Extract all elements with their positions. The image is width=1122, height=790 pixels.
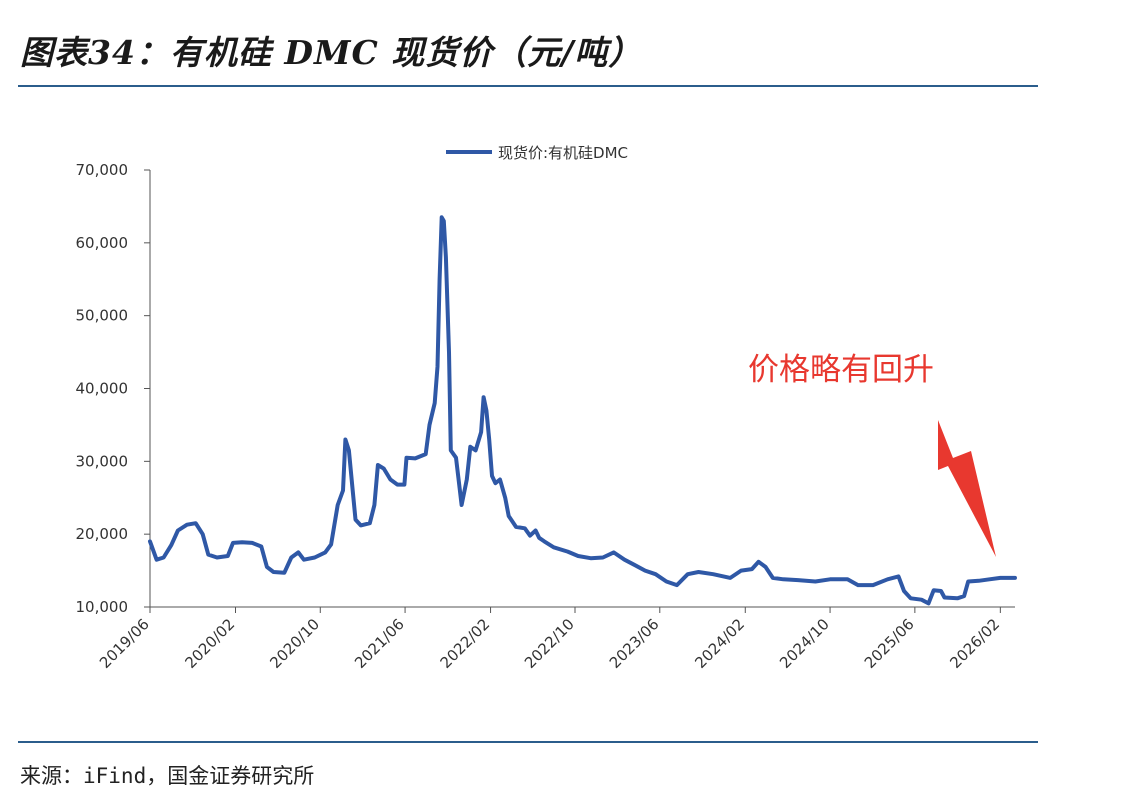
annotation-text: 价格略有回升 — [748, 352, 934, 388]
annotation: 价格略有回升 — [748, 352, 996, 557]
x-tick-label: 2024/02 — [691, 615, 748, 672]
x-tick-label: 2021/06 — [351, 615, 408, 672]
x-tick-label: 2020/10 — [266, 615, 323, 672]
series-layer — [148, 215, 1017, 606]
figure-title: 图表34：有机硅 DMC 现货价（元/吨） — [20, 33, 643, 72]
y-tick-label: 70,000 — [76, 161, 129, 179]
x-tick-label: 2019/06 — [96, 615, 153, 672]
y-tick-label: 40,000 — [76, 380, 129, 398]
y-tick-label: 20,000 — [76, 525, 129, 543]
y-axis: 10,000 20,000 30,000 40,000 50,000 60,000 70,0… — [76, 161, 151, 616]
x-axis: 2019/06 2020/02 2020/10 2021/06 2022/02 2022/… — [96, 606, 1015, 672]
bottom-divider — [18, 741, 1038, 743]
x-tick-label: 2022/10 — [521, 615, 578, 672]
annotation-arrow — [938, 420, 996, 557]
x-tick-label: 2024/10 — [776, 615, 833, 672]
series-line — [148, 215, 1017, 606]
x-tick-label: 2026/02 — [946, 615, 1003, 672]
x-tick-label: 2020/02 — [182, 615, 239, 672]
y-tick-label: 30,000 — [76, 452, 129, 470]
y-tick-label: 50,000 — [76, 307, 129, 325]
x-tick-label: 2025/06 — [861, 615, 918, 672]
line-chart: 10,000 20,000 30,000 40,000 50,000 60,000 70,0… — [76, 144, 1017, 672]
source-note: 来源：iFind，国金证券研究所 — [20, 764, 315, 788]
legend: 现货价:有机硅DMC — [446, 144, 628, 162]
top-divider — [18, 85, 1038, 87]
x-tick-label: 2023/06 — [606, 615, 663, 672]
y-tick-label: 60,000 — [76, 234, 129, 252]
x-tick-label: 2022/02 — [437, 615, 494, 672]
y-tick-label: 10,000 — [76, 598, 129, 616]
legend-label: 现货价:有机硅DMC — [498, 144, 628, 162]
